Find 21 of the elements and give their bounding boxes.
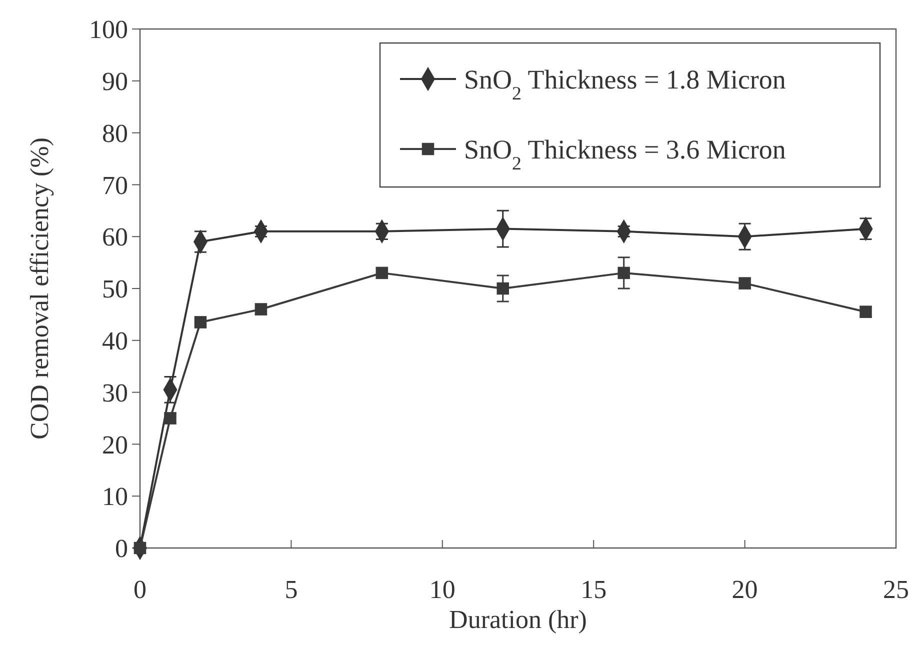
y-tick-label: 90	[102, 67, 128, 96]
y-tick-label: 30	[102, 378, 128, 408]
x-axis-title: Duration (hr)	[449, 605, 587, 634]
y-tick-label: 50	[102, 274, 128, 304]
x-tick-label: 10	[429, 575, 456, 604]
y-tick-label: 20	[102, 430, 128, 460]
x-tick-label: 15	[580, 575, 607, 604]
y-tick-label: 10	[102, 482, 128, 512]
y-tick-label: 80	[102, 118, 128, 148]
x-tick-label: 5	[284, 575, 298, 604]
legend-label: SnO$_{2}$ Thickness = 3.6 Micron	[464, 134, 786, 174]
y-tick-label: 70	[102, 170, 128, 200]
y-tick-label: 40	[102, 326, 128, 356]
y-axis-title: COD removal efficiency (%)	[25, 137, 54, 440]
y-tick-label: 100	[89, 15, 128, 44]
x-tick-label: 20	[732, 575, 758, 604]
x-tick-label: 25	[883, 575, 909, 604]
legend-label: SnO$_{2}$ Thickness = 1.8 Micron	[464, 64, 786, 104]
y-tick-label: 0	[115, 534, 128, 564]
x-tick-label: 0	[134, 575, 146, 604]
y-tick-label: 60	[102, 222, 128, 252]
